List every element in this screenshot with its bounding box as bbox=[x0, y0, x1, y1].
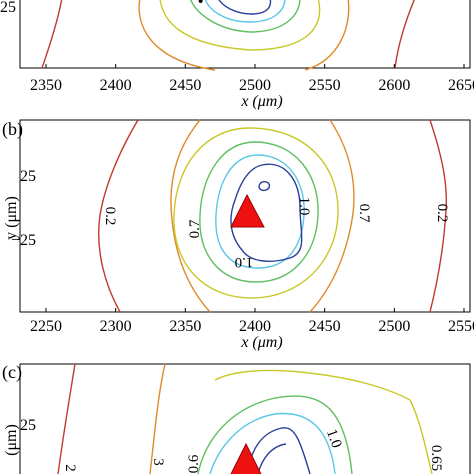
panel-a-contours bbox=[41, 0, 415, 71]
y-tick-label: 25 bbox=[20, 417, 36, 434]
contour-line bbox=[170, 119, 211, 313]
contour-line bbox=[197, 395, 353, 474]
contour-label: 0.7 bbox=[356, 204, 372, 223]
x-tick-label: 2550 bbox=[448, 318, 474, 335]
contour-line bbox=[304, 0, 350, 71]
contour-line bbox=[173, 127, 339, 299]
x-tick-label: 2300 bbox=[100, 318, 132, 335]
contour-label: 2 bbox=[62, 464, 78, 472]
panel-a-x-ticks: 2350 2400 2450 2500 2550 2600 2650 bbox=[30, 64, 474, 94]
contour-line bbox=[429, 119, 448, 313]
contour-label: 1.0 bbox=[235, 254, 254, 270]
panel-c: (c) 2 3 0.6 1.0 0.65 25 (μm) bbox=[2, 362, 471, 474]
contour-label: 0.6 bbox=[186, 454, 202, 473]
panel-b-frame bbox=[19, 119, 471, 313]
x-tick-label: 2400 bbox=[239, 318, 271, 335]
contour-line bbox=[214, 369, 433, 474]
panel-b-contours bbox=[98, 119, 448, 313]
y-tick-label: −25 bbox=[0, 0, 16, 16]
source-marker-triangle bbox=[230, 193, 265, 228]
contour-label: 0.2 bbox=[102, 207, 118, 226]
contour-line bbox=[215, 154, 305, 269]
y-tick-label: −25 bbox=[11, 232, 36, 249]
contour-label: 0.2 bbox=[434, 204, 450, 223]
panel-a-y-ticks: −25 bbox=[0, 0, 16, 16]
y-tick-label: 25 bbox=[20, 168, 36, 185]
x-tick-label: 2450 bbox=[309, 318, 341, 335]
x-tick-label: 2500 bbox=[239, 77, 271, 94]
contour-line bbox=[257, 443, 287, 474]
panel-c-frame bbox=[19, 363, 471, 474]
x-tick-label: 2250 bbox=[30, 318, 62, 335]
y-axis-label: y (μm) bbox=[3, 196, 20, 240]
contour-line bbox=[57, 363, 76, 474]
contour-line bbox=[218, 0, 272, 15]
panel-a: • −25 2350 2400 2450 2500 2550 2600 2650 x (μm… bbox=[0, 0, 474, 110]
contour-label: • bbox=[198, 0, 203, 10]
x-tick-label: 2350 bbox=[169, 318, 201, 335]
panel-label-c: (c) bbox=[2, 362, 22, 383]
contour-line bbox=[209, 412, 336, 474]
y-axis-label: (μm) bbox=[3, 424, 20, 456]
panel-b: (b) 0.2 0.7 1.0 1.0 0.7 0.2 25 bbox=[2, 119, 474, 351]
panel-c-contours bbox=[57, 363, 433, 474]
contour-line bbox=[41, 0, 63, 69]
panel-b-x-ticks: 2250 2300 2350 2400 2450 2500 2550 bbox=[30, 308, 474, 335]
contour-label: 0.65 bbox=[428, 445, 444, 471]
x-axis-label: x (μm) bbox=[240, 93, 282, 110]
panel-label-b: (b) bbox=[2, 119, 23, 140]
contour-line bbox=[190, 0, 301, 33]
x-tick-label: 2400 bbox=[100, 77, 132, 94]
x-tick-label: 2550 bbox=[309, 77, 341, 94]
contour-line bbox=[138, 0, 216, 71]
contour-line bbox=[159, 0, 321, 51]
contour-line bbox=[199, 141, 319, 283]
panel-a-frame bbox=[19, 0, 471, 69]
contour-label: 1.0 bbox=[296, 197, 312, 216]
x-tick-label: 2450 bbox=[169, 77, 201, 94]
x-tick-label: 2500 bbox=[378, 318, 410, 335]
contour-line bbox=[258, 180, 271, 192]
contour-line bbox=[230, 163, 303, 262]
contour-line bbox=[98, 119, 139, 313]
panel-b-y-ticks: 25 −25 bbox=[11, 168, 36, 249]
contour-line bbox=[149, 363, 166, 474]
contour-line bbox=[309, 119, 355, 313]
x-tick-label: 2650 bbox=[448, 77, 474, 94]
contour-label: 1.0 bbox=[323, 427, 344, 450]
contour-line bbox=[205, 0, 286, 23]
x-axis-label: x (μm) bbox=[240, 334, 282, 351]
contour-line bbox=[394, 0, 415, 69]
panel-c-y-ticks: 25 bbox=[20, 417, 36, 434]
x-tick-label: 2600 bbox=[378, 77, 410, 94]
source-marker-triangle bbox=[230, 442, 262, 474]
contour-label: 3 bbox=[150, 458, 166, 466]
contour-label: 0.7 bbox=[187, 219, 203, 238]
x-tick-label: 2350 bbox=[30, 77, 62, 94]
